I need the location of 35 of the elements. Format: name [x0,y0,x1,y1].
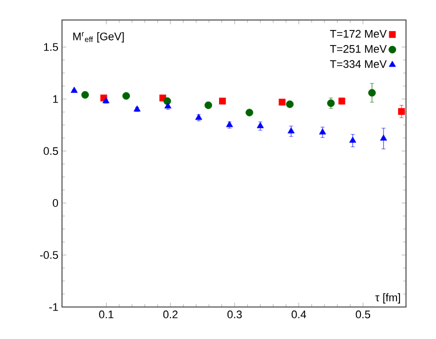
x-tick-label: 0.1 [99,310,114,318]
point [398,108,405,115]
point [349,136,356,143]
point [288,127,295,134]
point [246,108,254,116]
point [204,101,212,110]
x-tick-label: 0.2 [163,310,178,318]
point [219,98,226,104]
y-tick-label: -1 [49,303,58,311]
y-axis-title: M$^{r}$$_{eff}$ [GeV] [73,32,124,42]
x-tick-label: 0.4 [292,310,306,318]
x-tick-label: 0.3 [227,310,242,318]
point [163,97,172,105]
point [368,89,376,97]
point [70,86,78,93]
point [278,98,286,106]
point [380,134,388,141]
y-tick-label: 1.5 [44,43,58,51]
legend-label: T=251 MeV [330,45,387,53]
point [81,91,89,99]
point [164,102,172,108]
point [327,99,335,107]
point [134,105,141,112]
x-axis-title: τ [fm] [375,293,400,304]
y-tick-label: 1 [53,95,58,103]
point [286,100,294,108]
y-tick-label: 0 [52,199,58,207]
point [256,122,264,128]
x-tick-label: 0.5 [356,310,370,318]
y-tick-label: 0.5 [44,147,58,155]
point [319,128,326,134]
point [122,92,130,100]
legend-label: T=334 MeV [330,60,387,68]
y-tick-label: -0.5 [40,251,58,259]
legend-label: T=172 MeV [330,30,387,38]
